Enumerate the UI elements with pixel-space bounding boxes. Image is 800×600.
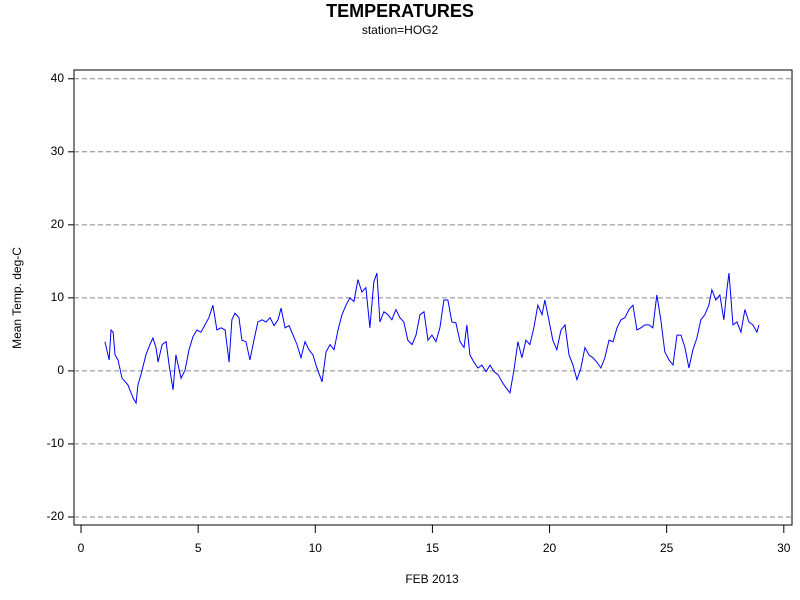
y-tick-label: 40: [51, 71, 65, 85]
y-axis-label: Mean Temp. deg-C: [10, 247, 24, 349]
x-tick-label: 15: [426, 541, 440, 555]
x-tick-label: 5: [195, 541, 202, 555]
x-tick-label: 10: [309, 541, 323, 555]
data-line: [104, 272, 760, 405]
chart-title: TEMPERATURES: [326, 1, 474, 21]
x-tick-label: 0: [78, 541, 85, 555]
x-tick-label: 30: [777, 541, 791, 555]
x-tick-label: 20: [543, 541, 557, 555]
y-tick-label: 0: [57, 363, 64, 377]
y-tick-label: -20: [47, 509, 65, 523]
x-axis-label: FEB 2013: [405, 572, 459, 586]
chart-subtitle: station=HOG2: [362, 23, 439, 37]
y-tick-label: -10: [47, 436, 65, 450]
x-tick-label: 25: [660, 541, 674, 555]
y-tick-label: 30: [51, 144, 65, 158]
y-tick-label: 10: [51, 290, 65, 304]
y-tick-label: 20: [51, 217, 65, 231]
